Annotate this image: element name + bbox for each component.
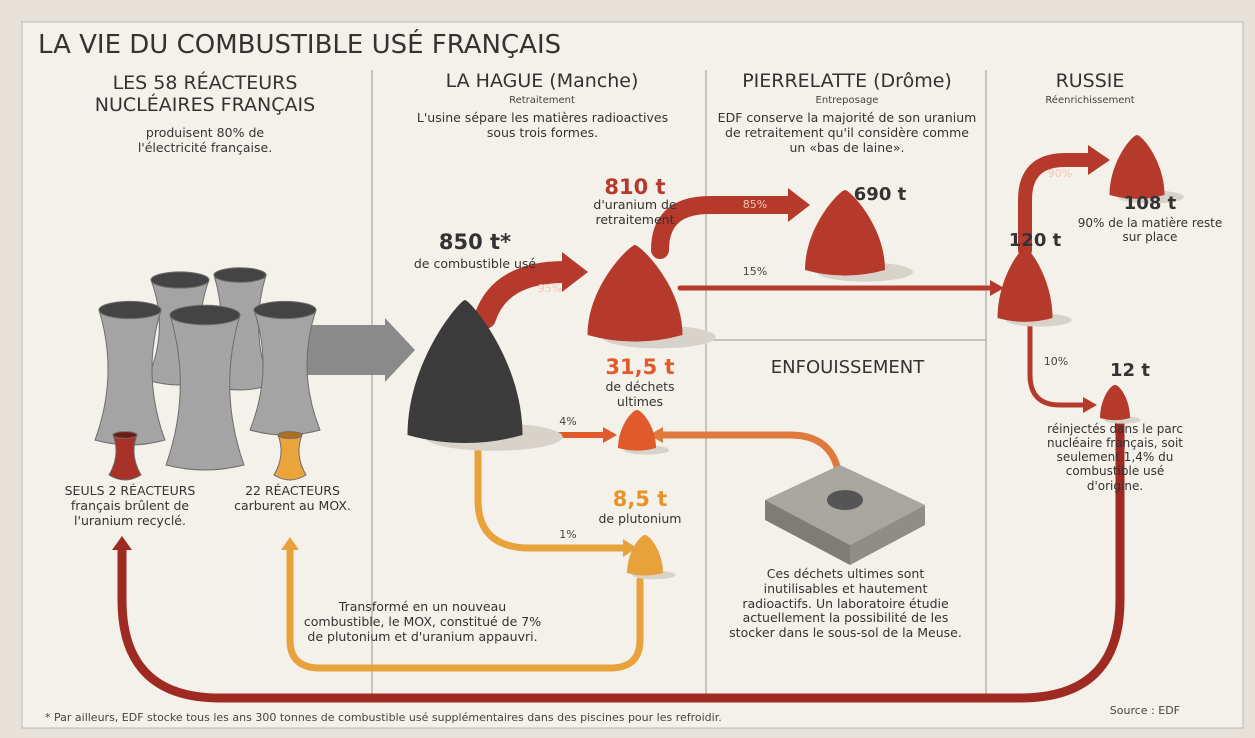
tower-rim: [254, 301, 316, 318]
flow-label: 1%: [548, 529, 588, 542]
node-label: d'uranium de retraitement: [580, 198, 690, 228]
footnote: * Par ailleurs, EDF stocke tous les ans …: [45, 712, 945, 725]
column-heading: RUSSIE: [1000, 70, 1180, 92]
storage-heading: ENFOUISSEMENT: [715, 357, 980, 378]
source: Source : EDF: [1090, 705, 1180, 718]
column-subheading: Réenrichissement: [1000, 95, 1180, 107]
flow-label: 4%: [548, 416, 588, 429]
column-heading: LES 58 RÉACTEURS NUCLÉAIRES FRANÇAIS: [60, 72, 350, 117]
reactor-note: 22 RÉACTEURS carburent au MOX.: [230, 484, 355, 514]
node-quantity: 8,5 t: [580, 487, 700, 512]
flow-label: 10%: [1036, 356, 1076, 369]
node-label: 90% de la matière reste sur place: [1075, 216, 1225, 244]
tower-rim: [278, 432, 302, 439]
column-heading: PIERRELATTE (Drôme): [712, 70, 982, 92]
title: LA VIE DU COMBUSTIBLE USÉ FRANÇAIS: [38, 30, 561, 61]
tower-rim: [214, 268, 266, 283]
node-label: réinjectés dans le parc nucléaire frança…: [1040, 422, 1190, 493]
reactor-note: SEULS 2 RÉACTEURS français brûlent de l'…: [40, 484, 220, 528]
tower-rim: [113, 432, 137, 439]
storage-description: Ces déchets ultimes sont inutilisables e…: [728, 567, 963, 641]
tower-rim: [170, 305, 240, 325]
node-quantity: 120 t: [1000, 230, 1070, 251]
node-quantity: 12 t: [1100, 360, 1160, 381]
column-heading: LA HAGUE (Manche): [392, 70, 692, 92]
tower-rim: [151, 272, 209, 288]
node-label: de combustible usé: [405, 257, 545, 272]
node-quantity: 31,5 t: [580, 355, 700, 380]
node-quantity: 850 t*: [400, 230, 550, 255]
infographic: LA VIE DU COMBUSTIBLE USÉ FRANÇAIS LES 5…: [0, 0, 1255, 738]
mox-note: Transformé en un nouveau combustible, le…: [300, 600, 545, 644]
flow-label: 15%: [735, 266, 775, 279]
node-quantity: 690 t: [840, 184, 920, 205]
node-label: de déchets ultimes: [585, 380, 695, 410]
column-description: L'usine sépare les matières radioactives…: [415, 111, 670, 141]
column-subheading: Entreposage: [712, 95, 982, 107]
tower-rim: [99, 301, 161, 318]
node-label: de plutonium: [580, 512, 700, 527]
block-hole: [827, 490, 863, 510]
flow-label: 90%: [1040, 168, 1080, 181]
column-description: produisent 80% de l'électricité français…: [110, 126, 300, 156]
flow-label: 85%: [735, 199, 775, 212]
column-description: EDF conserve la majorité de son uranium …: [716, 111, 978, 155]
page: La vie du combustible usé français { "ti…: [0, 0, 1255, 738]
flow-label: 95%: [530, 283, 570, 296]
column-subheading: Retraitement: [392, 95, 692, 107]
node-quantity: 108 t: [1100, 193, 1200, 214]
